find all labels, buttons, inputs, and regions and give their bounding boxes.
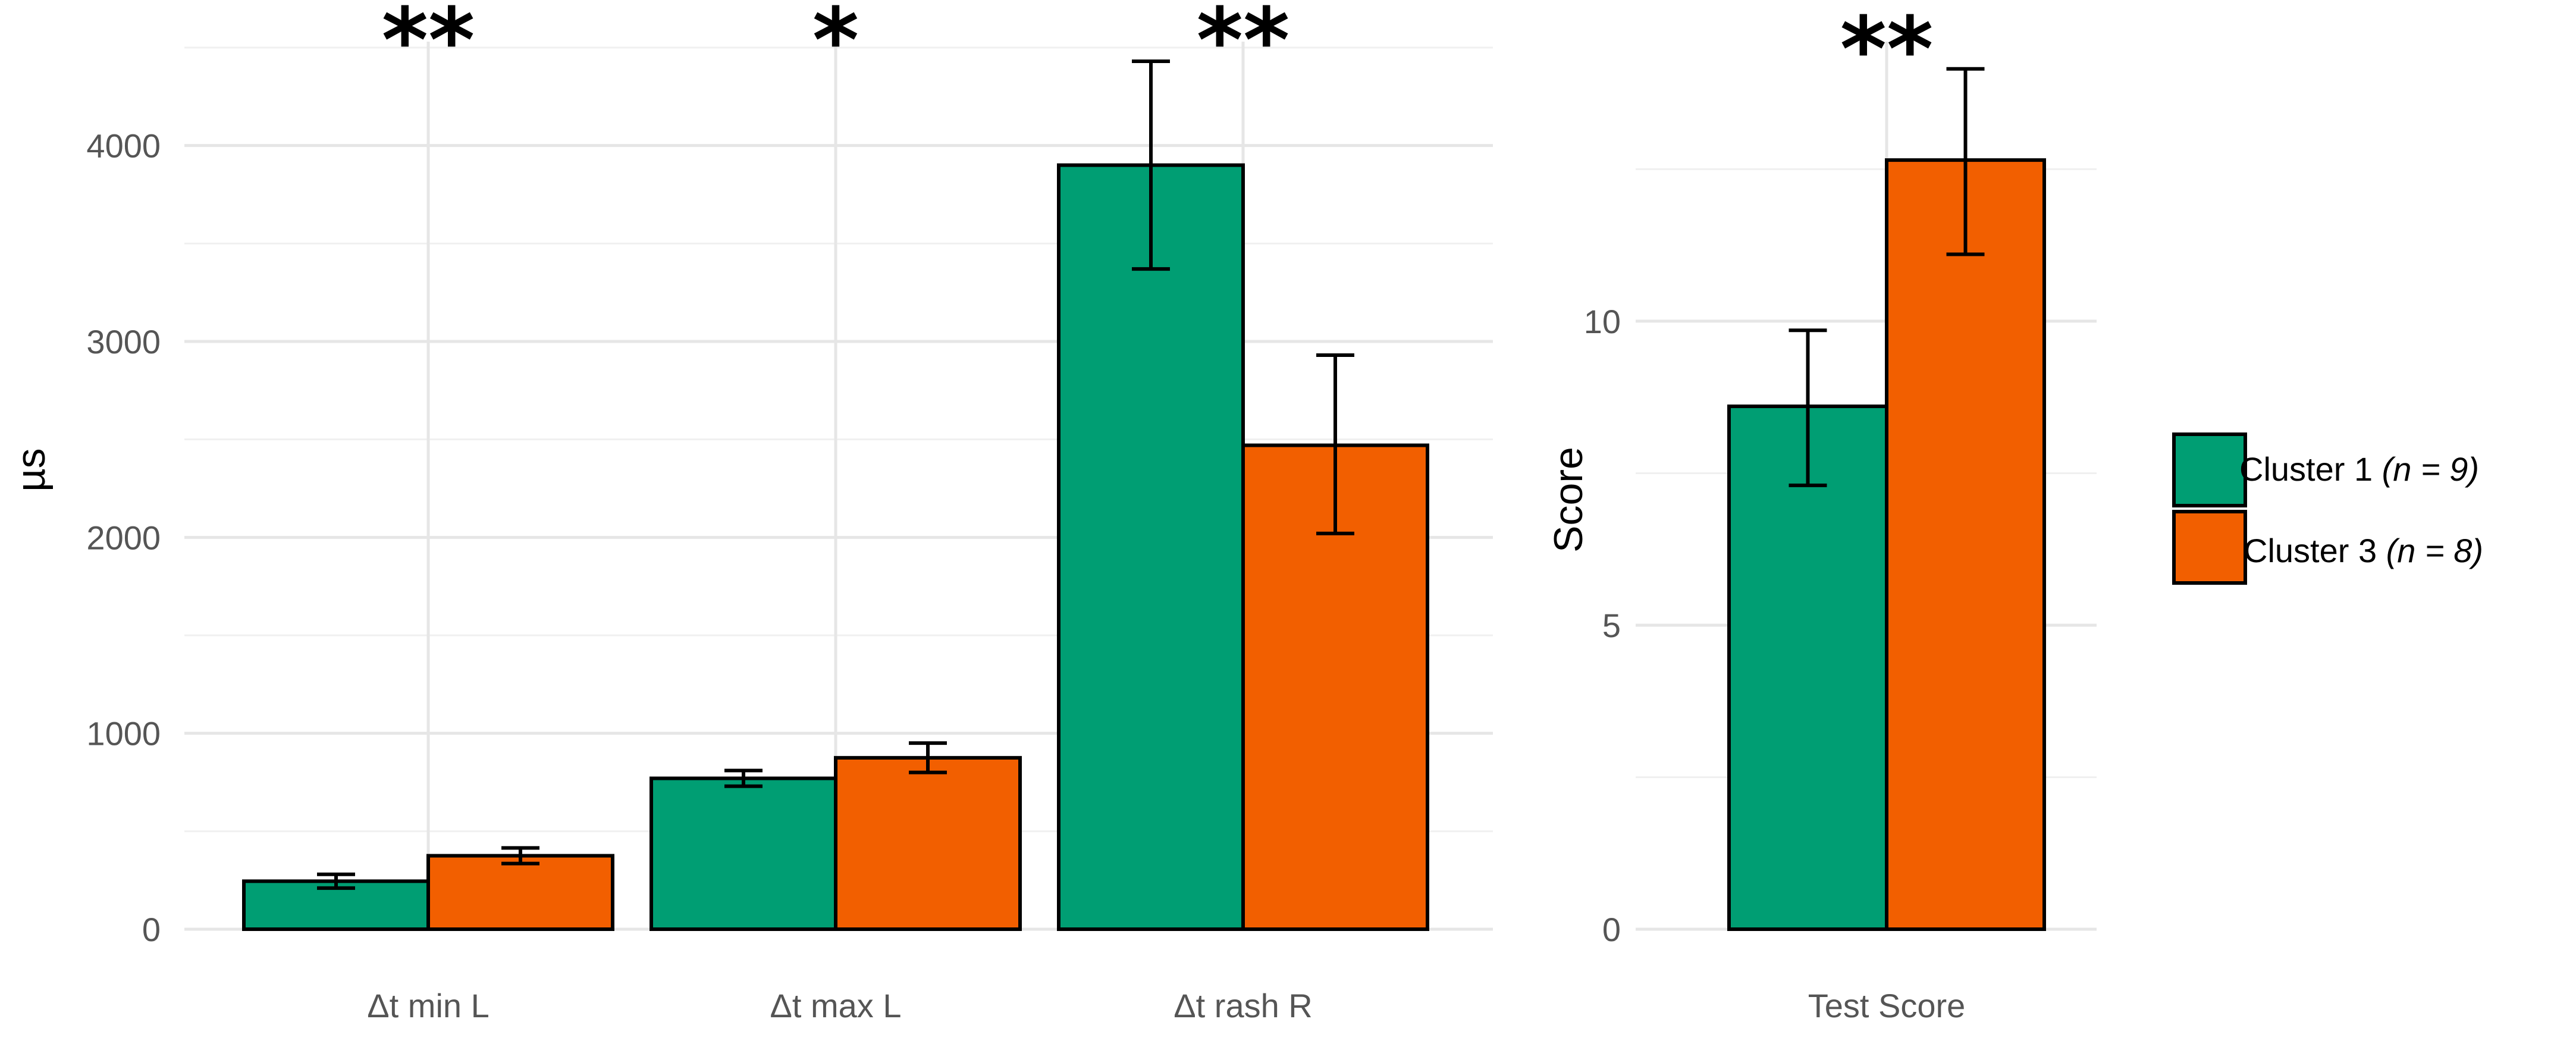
legend: Cluster 1 (n = 9) Cluster 3 (n = 8) — [2172, 432, 2483, 585]
significance-marker: ** — [1840, 0, 1934, 102]
y-axis-title: Score — [1546, 447, 1591, 553]
bar-cluster-3 — [834, 756, 1022, 932]
y-tick-label: 3000 — [86, 323, 161, 361]
legend-label-cluster-1: Cluster 1 (n = 9) — [2239, 450, 2479, 488]
bar-cluster-3 — [426, 854, 614, 931]
y-tick-label: 0 — [1602, 911, 1621, 948]
x-tick-label: Δt max L — [770, 987, 901, 1024]
x-tick-label: Δt rash R — [1174, 987, 1312, 1024]
y-axis-title: µs — [8, 448, 54, 491]
legend-swatch-cluster-1 — [2172, 432, 2247, 507]
significance-marker: ** — [382, 0, 475, 93]
bar-cluster-1 — [1057, 163, 1245, 932]
bar-cluster-1 — [650, 776, 837, 931]
y-tick-label: 0 — [142, 911, 161, 948]
y-tick-label: 1000 — [86, 715, 161, 753]
significance-marker: * — [812, 0, 859, 93]
bar-cluster-3 — [1885, 158, 2046, 931]
x-tick-label: Δt min L — [367, 987, 489, 1024]
panel-test-score: 0 5 10 Test Score ** Score — [1546, 0, 2097, 1024]
panel-timing: 0 1000 2000 3000 4000 Δt min L ** Δt max L * Δt r… — [8, 0, 1493, 1024]
y-tick-label: 5 — [1602, 607, 1621, 644]
y-tick-label: 2000 — [86, 519, 161, 556]
legend-label-cluster-3: Cluster 3 (n = 8) — [2244, 532, 2483, 569]
significance-marker: ** — [1197, 0, 1290, 93]
y-tick-label: 10 — [1584, 303, 1621, 340]
y-tick-label: 4000 — [86, 127, 161, 165]
x-tick-label: Test Score — [1808, 987, 1966, 1024]
legend-swatch-cluster-3 — [2172, 510, 2247, 585]
